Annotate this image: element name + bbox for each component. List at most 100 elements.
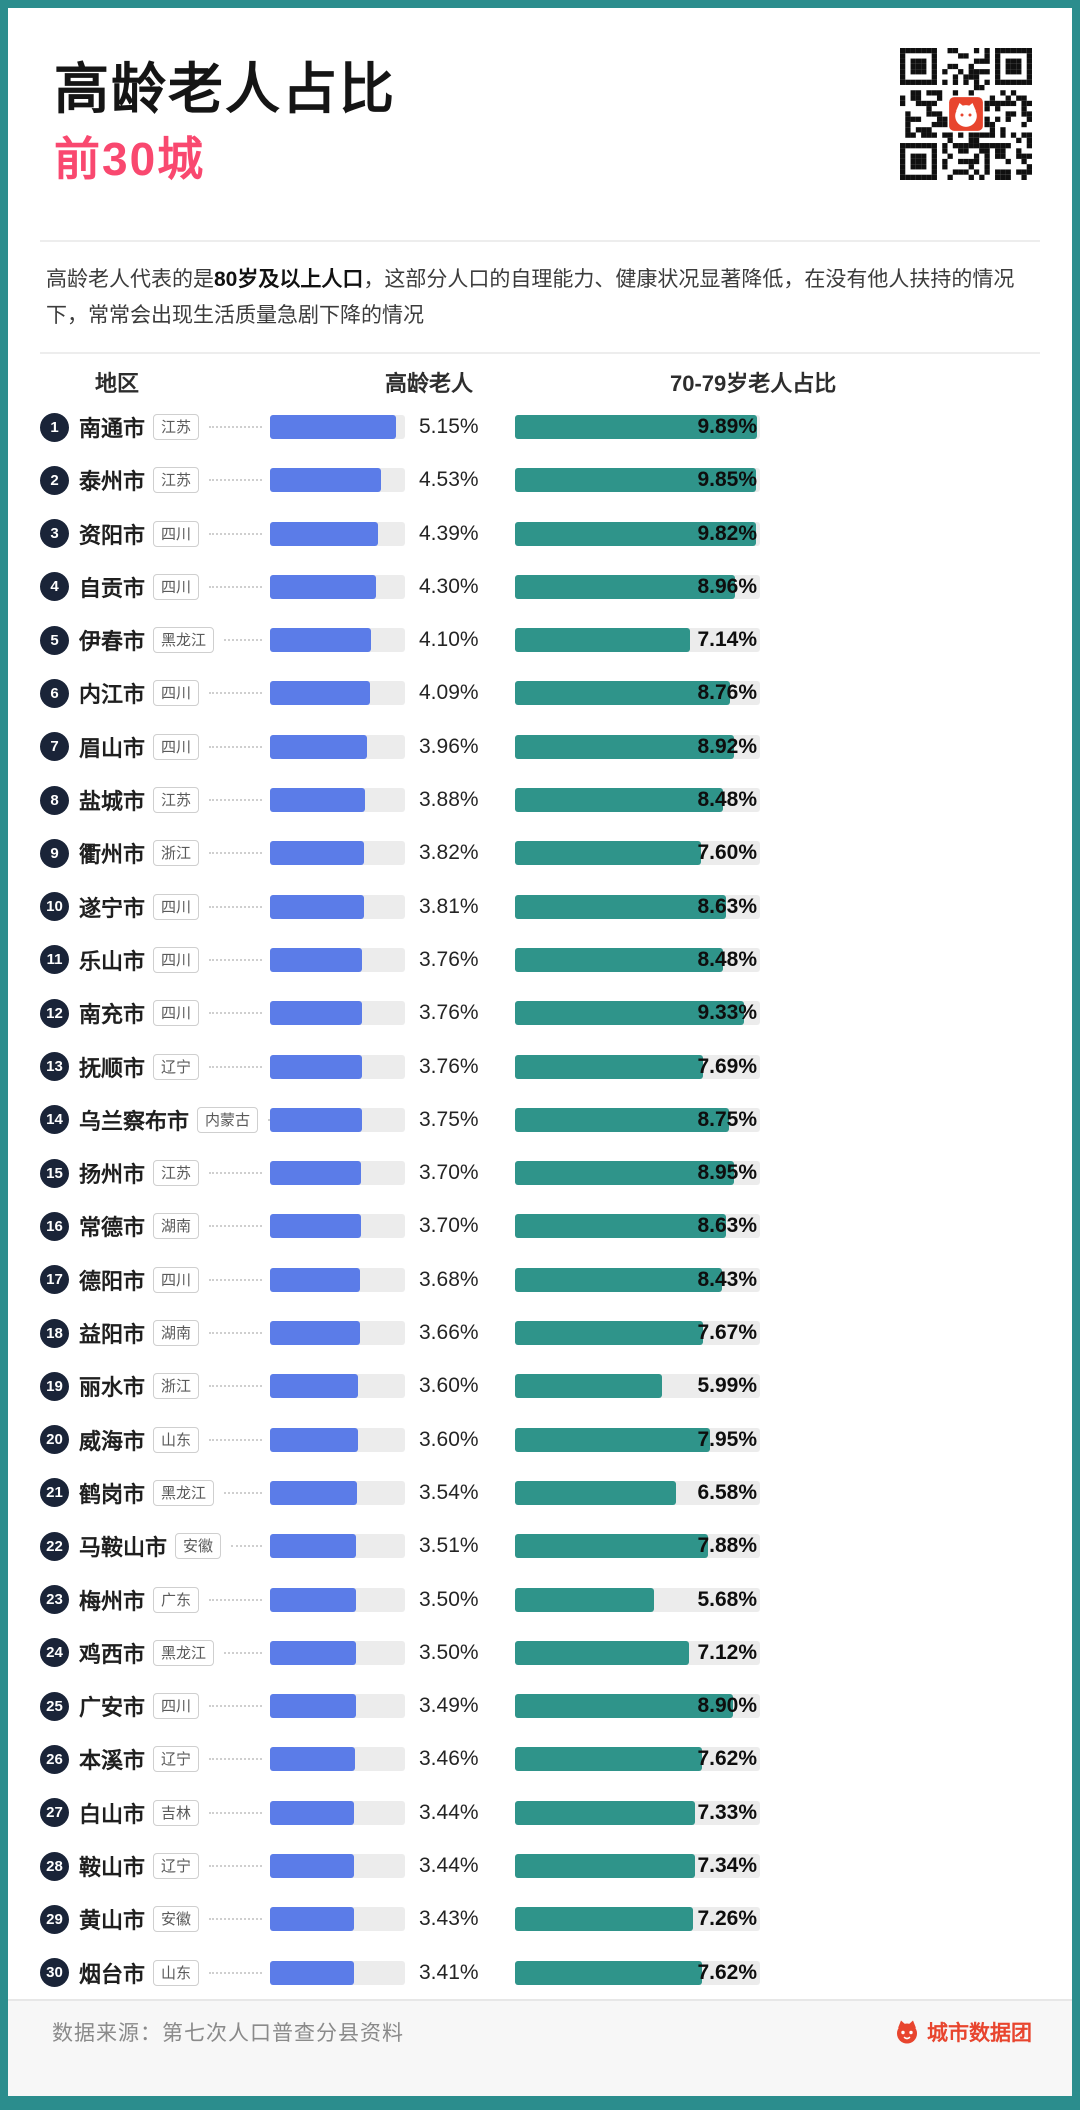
city-name: 资阳市: [79, 522, 146, 548]
table-row: 18 益阳市 湖南 3.66% 7.67%: [40, 1306, 1040, 1359]
cat-logo-icon: [897, 2020, 917, 2044]
city-name: 伊春市: [79, 629, 146, 655]
province-tag: 浙江: [153, 1373, 200, 1400]
city-name: 白山市: [79, 1801, 146, 1827]
table-row: 12 南充市 四川 3.76% 9.33%: [40, 987, 1040, 1040]
city-name: 鸡西市: [79, 1641, 146, 1667]
elderly-value: 4.30%: [419, 574, 479, 598]
elderly-bar: [270, 574, 376, 599]
table-row: 6 内江市 四川 4.09% 8.76%: [40, 667, 1040, 720]
dotted-leader: [209, 1918, 262, 1921]
province-tag: 四川: [153, 680, 200, 707]
city-name: 自贡市: [79, 575, 146, 601]
footer: 数据来源：第七次人口普查分县资料 城市数据团: [8, 1999, 1072, 2096]
rank-badge: 1: [40, 412, 69, 442]
elderly-bar-track: [270, 1747, 405, 1772]
rank-badge: 29: [40, 1904, 69, 1934]
table-row: 8 盐城市 江苏 3.88% 8.48%: [40, 773, 1040, 826]
elderly-bar: [270, 1960, 354, 1985]
seventies-value: 7.62%: [697, 1747, 757, 1771]
city-name: 鹤岗市: [79, 1481, 146, 1507]
seventies-value: 7.14%: [697, 628, 757, 652]
table-row: 7 眉山市 四川 3.96% 8.92%: [40, 720, 1040, 773]
seventies-value: 7.69%: [697, 1054, 757, 1078]
dotted-leader: [224, 1491, 262, 1494]
column-headers: 地区 高龄老人 70-79岁老人占比: [40, 354, 1040, 400]
dotted-leader: [209, 1758, 262, 1761]
elderly-value: 3.54%: [419, 1480, 479, 1504]
city-name: 常德市: [79, 1215, 146, 1241]
row-left: 27 白山市 吉林: [40, 1797, 270, 1829]
table-row: 11 乐山市 四川 3.76% 8.48%: [40, 933, 1040, 986]
seventies-bar: [515, 894, 727, 919]
elderly-value: 3.44%: [419, 1854, 479, 1878]
row-left: 14 乌兰察布市 内蒙古: [40, 1104, 275, 1136]
row-left: 28 鞍山市 辽宁: [40, 1850, 270, 1882]
seventies-bar: [515, 1534, 709, 1559]
dotted-leader: [209, 692, 262, 695]
seventies-bar-track: 8.95%: [515, 1161, 760, 1186]
elderly-bar-track: [270, 1054, 405, 1079]
seventies-bar: [515, 1374, 662, 1399]
elderly-value: 3.49%: [419, 1694, 479, 1718]
elderly-bar: [270, 841, 364, 866]
table-row: 29 黄山市 安徽 3.43% 7.26%: [40, 1893, 1040, 1946]
rank-badge: 25: [40, 1691, 69, 1721]
seventies-value: 7.60%: [697, 841, 757, 865]
seventies-value: 9.89%: [697, 415, 757, 438]
row-left: 24 鸡西市 黑龙江: [40, 1637, 270, 1669]
table-row: 23 梅州市 广东 3.50% 5.68%: [40, 1573, 1040, 1626]
seventies-value: 9.85%: [697, 468, 757, 492]
dotted-leader: [209, 1598, 262, 1601]
elderly-bar-track: [270, 1854, 405, 1879]
seventies-value: 7.62%: [697, 1960, 757, 1984]
elderly-bar: [270, 415, 397, 439]
elderly-bar: [270, 1534, 357, 1559]
elderly-value: 3.66%: [419, 1321, 479, 1345]
description-prefix: 高龄老人代表的是: [46, 268, 214, 292]
rank-badge: 6: [40, 678, 69, 708]
elderly-value: 3.68%: [419, 1267, 479, 1291]
poster-card: 高龄老人占比 前30城 高龄老人代表的是80岁及以上人口，这部分人口的自理能力、…: [8, 8, 1072, 2096]
seventies-value: 7.95%: [697, 1427, 757, 1451]
row-left: 16 常德市 湖南: [40, 1210, 270, 1242]
elderly-bar-track: [270, 1267, 405, 1292]
header-divider: [40, 240, 1040, 243]
elderly-bar: [270, 1800, 355, 1825]
table-row: 19 丽水市 浙江 3.60% 5.99%: [40, 1360, 1040, 1413]
seventies-bar: [515, 1427, 710, 1452]
seventies-value: 6.58%: [697, 1480, 757, 1504]
brand: 城市数据团: [894, 2017, 1032, 2047]
rank-badge: 26: [40, 1744, 69, 1774]
dotted-leader: [209, 799, 262, 802]
elderly-bar: [270, 1321, 360, 1346]
rank-badge: 22: [40, 1531, 69, 1561]
elderly-bar-track: [270, 1480, 405, 1505]
seventies-bar-track: 9.89%: [515, 415, 760, 439]
seventies-bar: [515, 947, 723, 972]
column-header-elderly: 高龄老人: [385, 371, 474, 397]
dotted-leader: [209, 1705, 262, 1708]
row-left: 23 梅州市 广东: [40, 1584, 270, 1616]
seventies-bar: [515, 1854, 695, 1879]
rank-badge: 16: [40, 1211, 69, 1241]
dotted-leader: [209, 1438, 262, 1441]
row-left: 25 广安市 四川: [40, 1690, 270, 1722]
row-left: 21 鹤岗市 黑龙江: [40, 1477, 270, 1509]
seventies-value: 8.63%: [697, 894, 757, 918]
city-name: 广安市: [79, 1695, 146, 1721]
elderly-bar-track: [270, 468, 405, 493]
elderly-value: 3.75%: [419, 1107, 479, 1131]
seventies-bar: [515, 1800, 695, 1825]
province-tag: 安徽: [153, 1906, 200, 1933]
table-row: 3 资阳市 四川 4.39% 9.82%: [40, 507, 1040, 560]
elderly-value: 3.44%: [419, 1800, 479, 1824]
seventies-bar-track: 7.60%: [515, 841, 760, 866]
city-name: 眉山市: [79, 735, 146, 761]
rank-badge: 15: [40, 1158, 69, 1188]
elderly-bar: [270, 1587, 356, 1612]
seventies-value: 8.96%: [697, 574, 757, 598]
elderly-value: 4.10%: [419, 628, 479, 652]
rank-badge: 12: [40, 998, 69, 1028]
seventies-bar: [515, 681, 730, 706]
